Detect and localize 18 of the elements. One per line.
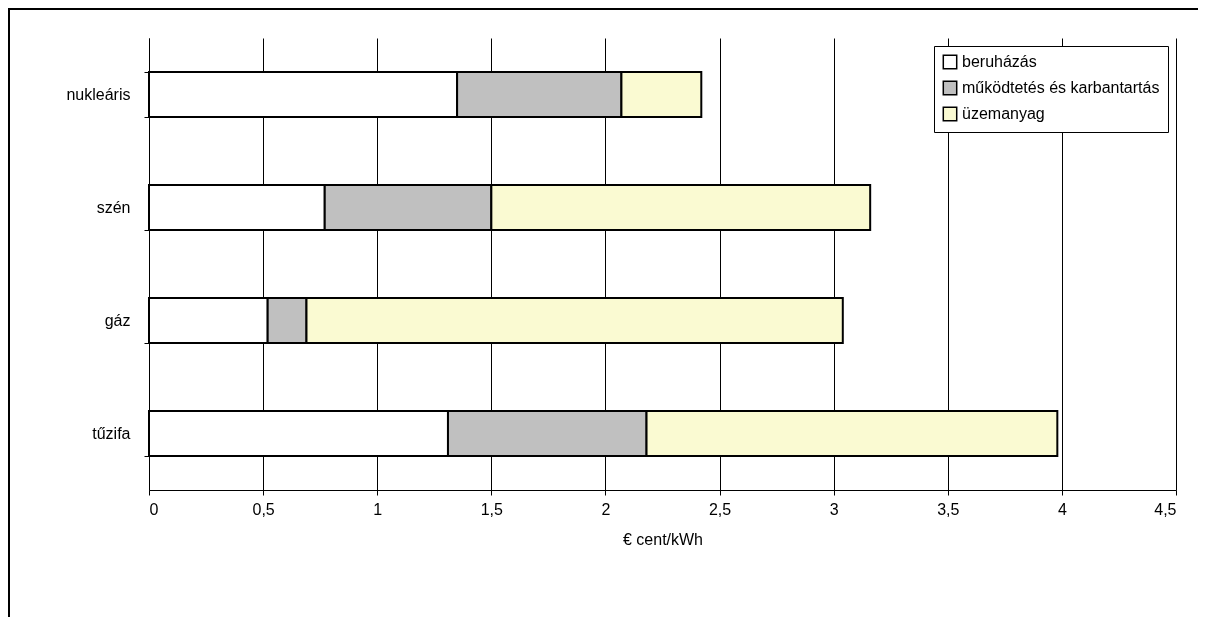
- x-tick-label: 0,5: [252, 500, 275, 518]
- x-tick-label: 2,5: [708, 500, 732, 518]
- legend-label: beruházás: [962, 53, 1037, 70]
- x-tick-label: 0: [149, 500, 159, 518]
- x-tick-label: 1,5: [480, 500, 504, 518]
- y-tick-label: szén: [96, 199, 131, 216]
- x-tick-label: 4,5: [1154, 500, 1177, 518]
- x-tick-label: 3: [829, 500, 839, 518]
- y-tick-label: tűzifa: [92, 425, 131, 442]
- legend-label: üzemanyag: [962, 105, 1045, 122]
- legend-label: működtetés és karbantartás: [962, 79, 1160, 96]
- x-tick-label: 2: [601, 500, 611, 518]
- x-tick-label: 3,5: [937, 500, 960, 518]
- x-tick-label: 1: [373, 500, 383, 518]
- x-tick-label: 4: [1057, 500, 1067, 518]
- y-tick-label: gáz: [104, 312, 131, 329]
- x-axis-title: € cent/kWh: [622, 530, 704, 548]
- y-tick-label: nukleáris: [66, 86, 131, 103]
